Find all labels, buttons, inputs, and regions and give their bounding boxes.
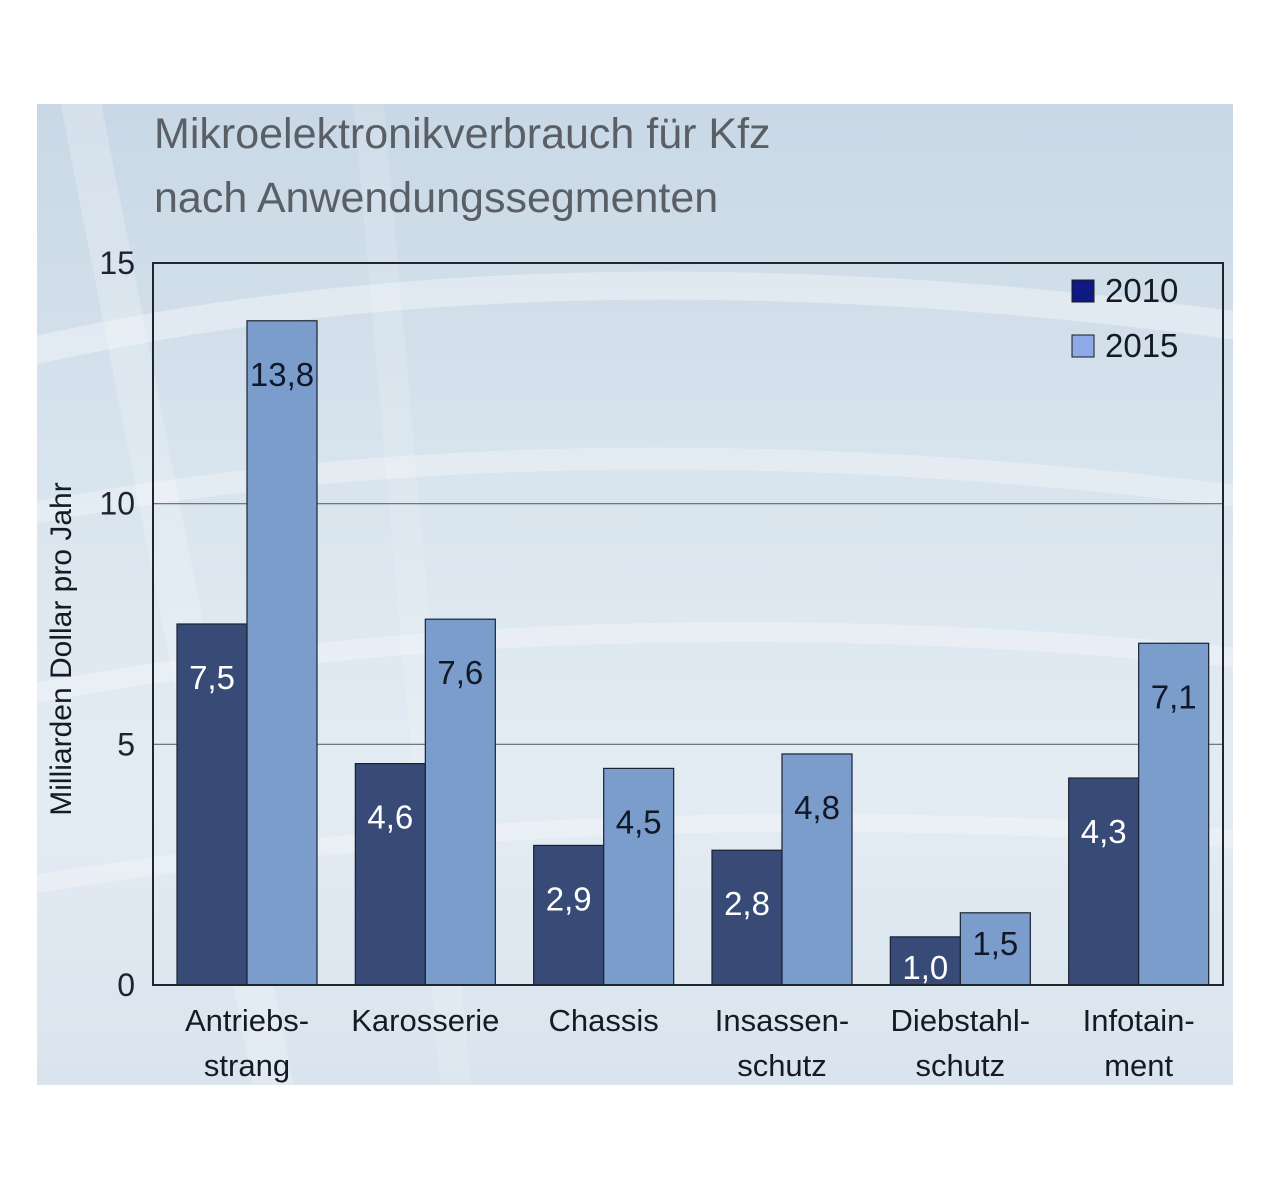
value-label-2010-4: 1,0 [902, 949, 948, 986]
chart-title: Mikroelektronikverbrauch für Kfz nach An… [154, 110, 771, 222]
value-label-2015-4: 1,5 [972, 925, 1018, 962]
category-label-4: schutz [916, 1048, 1006, 1083]
category-label-5: Infotain- [1083, 1003, 1195, 1038]
category-label-5: ment [1104, 1048, 1173, 1083]
value-label-2010-3: 2,8 [724, 885, 770, 922]
value-label-2010-5: 4,3 [1081, 813, 1127, 850]
y-axis-label: Milliarden Dollar pro Jahr [45, 482, 78, 815]
category-label-4: Diebstahl- [891, 1003, 1031, 1038]
category-labels: Antriebs-strang Karosserie Chassis Insassen… [185, 1003, 1195, 1083]
value-label-2015-5: 7,1 [1151, 678, 1197, 715]
y-tick-label: 10 [99, 486, 135, 522]
plot-frame [152, 262, 1224, 986]
bar-2010-3 [711, 849, 783, 986]
grid-lines [153, 503, 1223, 745]
chart-title-line-2: nach Anwendungssegmenten [154, 174, 718, 222]
category-label-3: Insassen- [715, 1003, 849, 1038]
value-label-2010-0: 7,5 [189, 659, 235, 696]
value-label-2015-0: 13,8 [250, 356, 314, 393]
legend-label-2010: 2010 [1105, 272, 1178, 309]
category-label-0: Antriebs- [185, 1003, 309, 1038]
value-label-2015-1: 7,6 [437, 654, 483, 691]
legend: 2010 2015 [1071, 272, 1178, 364]
bar-2010-1 [354, 762, 426, 986]
bar-2015-2 [603, 767, 675, 986]
bar-2015-5 [1138, 642, 1210, 986]
value-label-2015-2: 4,5 [616, 803, 662, 840]
legend-label-2015: 2015 [1105, 327, 1178, 364]
legend-swatch-2010 [1071, 279, 1095, 303]
bar-2010-2 [533, 844, 605, 986]
y-axis-ticks: 0 5 10 15 [99, 245, 135, 1003]
y-tick-label: 0 [117, 967, 135, 1003]
value-label-2010-2: 2,9 [546, 880, 592, 917]
value-label-2015-3: 4,8 [794, 789, 840, 826]
y-tick-label: 15 [99, 245, 135, 281]
chart: Mikroelektronikverbrauch für Kfz nach An… [45, 110, 1224, 1083]
value-label-2010-1: 4,6 [367, 799, 413, 836]
chart-title-line-1: Mikroelektronikverbrauch für Kfz [154, 110, 771, 158]
bars [176, 320, 1210, 986]
bar-2010-5 [1068, 777, 1140, 986]
chart-panel: Mikroelektronikverbrauch für Kfz nach An… [37, 104, 1233, 1085]
legend-swatch-2015 [1071, 334, 1095, 358]
category-label-2: Chassis [549, 1003, 659, 1038]
bar-2015-0 [246, 320, 318, 986]
category-label-1: Karosserie [351, 1003, 499, 1038]
bar-2010-4 [889, 936, 961, 986]
bar-2010-0 [176, 623, 248, 986]
category-label-3: schutz [737, 1048, 827, 1083]
y-tick-label: 5 [117, 726, 135, 762]
value-labels: 7,5 13,8 4,6 7,6 2,9 4,5 2,8 4,8 1,0 1,5 4,3 7,1 [189, 356, 1197, 986]
category-label-0: strang [204, 1048, 290, 1083]
bar-2015-1 [424, 618, 496, 986]
